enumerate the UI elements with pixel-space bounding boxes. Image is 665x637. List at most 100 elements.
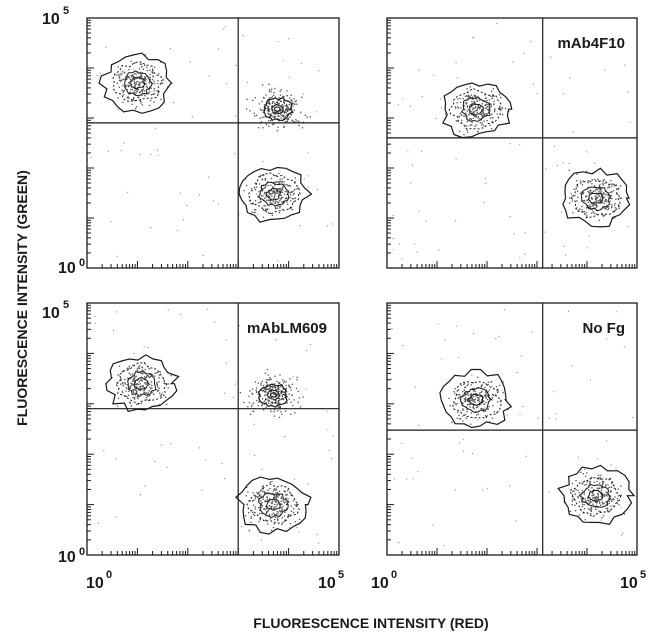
event-dot (277, 201, 280, 204)
event-dot (263, 116, 265, 118)
event-dot (130, 88, 132, 91)
event-dot (137, 80, 139, 83)
event-dot (486, 108, 489, 111)
event-dot (125, 387, 128, 389)
event-dot (280, 187, 282, 190)
event-dot (296, 379, 298, 381)
event-dot (153, 66, 156, 68)
event-dot (260, 539, 262, 542)
event-dot (392, 237, 395, 239)
event-dot (246, 98, 248, 100)
event-dot (235, 65, 237, 67)
event-dot (273, 503, 276, 506)
event-dot (481, 384, 483, 386)
event-dot (151, 72, 154, 74)
event-dot (144, 377, 147, 379)
event-dot (491, 96, 494, 98)
event-dot (122, 92, 124, 94)
event-dot (139, 100, 142, 103)
event-dot (282, 499, 285, 502)
x-tick-right-base-2: 10 (620, 575, 638, 592)
event-dot (463, 386, 466, 389)
event-dot (437, 323, 439, 325)
event-dot (141, 94, 143, 97)
event-dot (473, 333, 475, 335)
event-dot (142, 385, 144, 388)
event-dot (491, 386, 493, 388)
y-tick-bottom-base: 10 (58, 260, 76, 277)
event-dot (255, 387, 258, 389)
event-dot (303, 178, 305, 180)
event-dot (301, 127, 304, 129)
event-dot (133, 377, 136, 379)
event-dot (144, 54, 147, 56)
event-dot (257, 201, 260, 204)
event-dot (477, 106, 479, 109)
event-dot (254, 211, 256, 214)
event-dot (292, 201, 295, 203)
event-dot (267, 102, 269, 104)
event-dot (293, 478, 296, 480)
event-dot (466, 110, 469, 112)
event-dot (476, 111, 478, 114)
event-dot (574, 509, 577, 512)
event-dot (123, 71, 126, 74)
event-dot (592, 497, 594, 499)
event-dot (270, 193, 272, 196)
event-dot (260, 496, 262, 498)
event-dot (602, 481, 605, 483)
event-dot (252, 492, 254, 494)
event-dot (591, 198, 593, 200)
event-dot (298, 120, 300, 122)
event-dot (143, 90, 146, 92)
event-dot (261, 405, 263, 407)
event-dot (261, 488, 263, 490)
event-dot (117, 73, 119, 76)
event-dot (477, 376, 479, 379)
panel-frame (86, 17, 340, 269)
event-dot (282, 498, 284, 501)
event-dot (306, 116, 308, 118)
event-dot (568, 202, 571, 204)
event-dot (262, 209, 265, 211)
event-dot (310, 344, 312, 346)
event-dot (277, 410, 279, 412)
event-dot (272, 198, 275, 200)
event-dot (273, 184, 276, 186)
event-dot (224, 26, 226, 28)
event-dot (610, 179, 612, 182)
event-dot (149, 78, 152, 81)
event-dot (140, 102, 142, 104)
event-dot (570, 196, 573, 198)
event-dot (252, 99, 254, 102)
event-dot (291, 197, 294, 200)
event-dot (462, 408, 464, 410)
event-dot (263, 400, 266, 402)
event-dot (487, 391, 489, 393)
event-dot (596, 502, 598, 504)
event-dot (226, 362, 228, 364)
event-dot (161, 392, 163, 394)
event-dot (417, 471, 419, 473)
event-dot (271, 102, 274, 104)
event-dot (588, 235, 590, 237)
event-dot (525, 455, 527, 457)
event-dot (614, 202, 616, 205)
event-dot (278, 211, 281, 214)
event-dot (285, 95, 287, 97)
event-dot (144, 94, 146, 97)
event-dot (606, 495, 608, 497)
event-dot (270, 113, 272, 115)
event-dot (287, 497, 289, 500)
event-dot (282, 60, 284, 62)
event-dot (592, 210, 594, 213)
contour-line (266, 100, 290, 118)
event-dot (564, 254, 567, 256)
event-dot (136, 368, 139, 370)
event-dot (121, 391, 124, 394)
event-dot (499, 96, 502, 99)
event-dot (289, 200, 292, 202)
contour-line (452, 381, 502, 419)
event-dot (279, 178, 281, 181)
event-dot (578, 492, 581, 494)
